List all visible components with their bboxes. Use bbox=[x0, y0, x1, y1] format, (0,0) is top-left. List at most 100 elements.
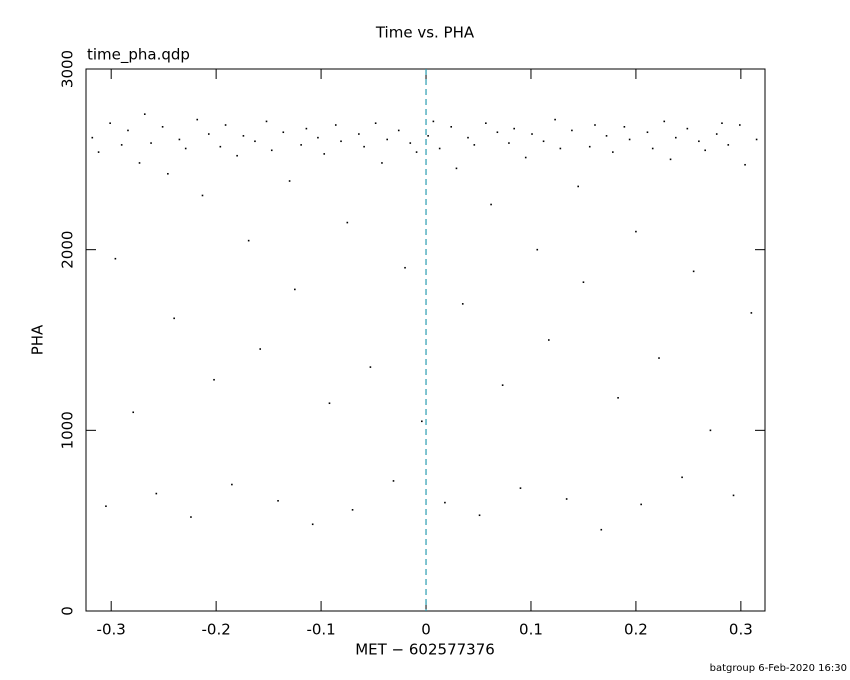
point bbox=[317, 136, 319, 139]
point bbox=[305, 127, 308, 130]
point bbox=[132, 411, 135, 414]
point bbox=[473, 144, 476, 146]
point bbox=[190, 516, 192, 518]
point bbox=[236, 154, 238, 157]
point bbox=[744, 163, 746, 166]
point bbox=[478, 514, 481, 517]
point bbox=[531, 133, 533, 135]
y-tick-label: 2000 bbox=[59, 231, 77, 269]
point bbox=[415, 151, 418, 153]
point bbox=[138, 162, 141, 164]
y-tick-label: 3000 bbox=[59, 50, 77, 88]
point bbox=[658, 357, 660, 359]
point bbox=[173, 317, 175, 320]
x-tick-label: 0.2 bbox=[624, 621, 648, 639]
point bbox=[270, 149, 273, 152]
point bbox=[444, 501, 446, 504]
point bbox=[524, 156, 527, 159]
point bbox=[513, 127, 515, 130]
footer: batgroup 6-Feb-2020 16:30 bbox=[710, 663, 847, 674]
point bbox=[455, 167, 458, 170]
point bbox=[755, 138, 758, 141]
point bbox=[294, 288, 296, 291]
point bbox=[582, 281, 585, 283]
point bbox=[334, 124, 337, 126]
point bbox=[201, 194, 204, 197]
point bbox=[739, 124, 741, 126]
point bbox=[686, 127, 689, 130]
point bbox=[114, 257, 117, 260]
point bbox=[207, 133, 210, 135]
point bbox=[369, 366, 372, 368]
point bbox=[438, 147, 441, 150]
point bbox=[277, 499, 279, 502]
point bbox=[213, 378, 215, 381]
point bbox=[542, 140, 545, 143]
point bbox=[704, 149, 706, 152]
point bbox=[340, 140, 342, 143]
point bbox=[674, 136, 677, 139]
point bbox=[461, 303, 464, 305]
point bbox=[265, 120, 268, 123]
point bbox=[490, 203, 492, 206]
point bbox=[692, 270, 695, 273]
point bbox=[565, 498, 568, 500]
point bbox=[640, 503, 642, 506]
point bbox=[432, 120, 435, 123]
point bbox=[219, 145, 222, 148]
x-tick-label: -0.1 bbox=[306, 621, 335, 639]
point bbox=[571, 129, 573, 132]
point bbox=[715, 133, 718, 135]
point bbox=[663, 120, 666, 123]
point bbox=[397, 129, 400, 132]
point bbox=[646, 131, 649, 134]
point bbox=[178, 138, 181, 141]
point bbox=[351, 509, 354, 511]
point bbox=[548, 339, 550, 341]
point bbox=[635, 230, 637, 233]
point bbox=[628, 138, 631, 141]
x-tick-label: 0.3 bbox=[729, 621, 753, 639]
point bbox=[485, 122, 487, 124]
chart-title: Time vs. PHA bbox=[375, 24, 475, 42]
point bbox=[363, 145, 365, 148]
point bbox=[669, 158, 672, 161]
point bbox=[496, 131, 499, 134]
point bbox=[508, 142, 510, 144]
point bbox=[392, 480, 395, 482]
point bbox=[150, 142, 152, 144]
point bbox=[519, 487, 522, 489]
point bbox=[109, 122, 111, 124]
point bbox=[427, 135, 429, 137]
point bbox=[721, 122, 723, 124]
y-axis-label: PHA bbox=[29, 324, 47, 355]
point bbox=[143, 113, 146, 115]
point bbox=[681, 476, 683, 479]
x-tick-label: 0.1 bbox=[519, 621, 543, 639]
point bbox=[328, 402, 331, 405]
point bbox=[346, 221, 349, 224]
point bbox=[254, 140, 256, 143]
annotation: time_pha.qdp bbox=[87, 46, 190, 65]
point bbox=[381, 162, 383, 164]
point bbox=[617, 397, 619, 399]
point bbox=[727, 144, 730, 146]
point bbox=[323, 153, 326, 155]
point bbox=[184, 147, 187, 150]
point bbox=[605, 135, 608, 137]
point bbox=[374, 122, 377, 124]
point bbox=[594, 124, 596, 126]
point bbox=[559, 147, 562, 150]
point bbox=[167, 172, 169, 175]
point bbox=[259, 348, 262, 350]
point bbox=[242, 135, 245, 137]
point bbox=[300, 144, 302, 146]
point bbox=[623, 126, 626, 128]
point bbox=[231, 483, 233, 486]
point bbox=[386, 138, 388, 141]
point bbox=[224, 124, 227, 126]
point bbox=[97, 151, 100, 153]
point bbox=[196, 118, 199, 121]
x-tick-label: -0.3 bbox=[97, 621, 126, 639]
